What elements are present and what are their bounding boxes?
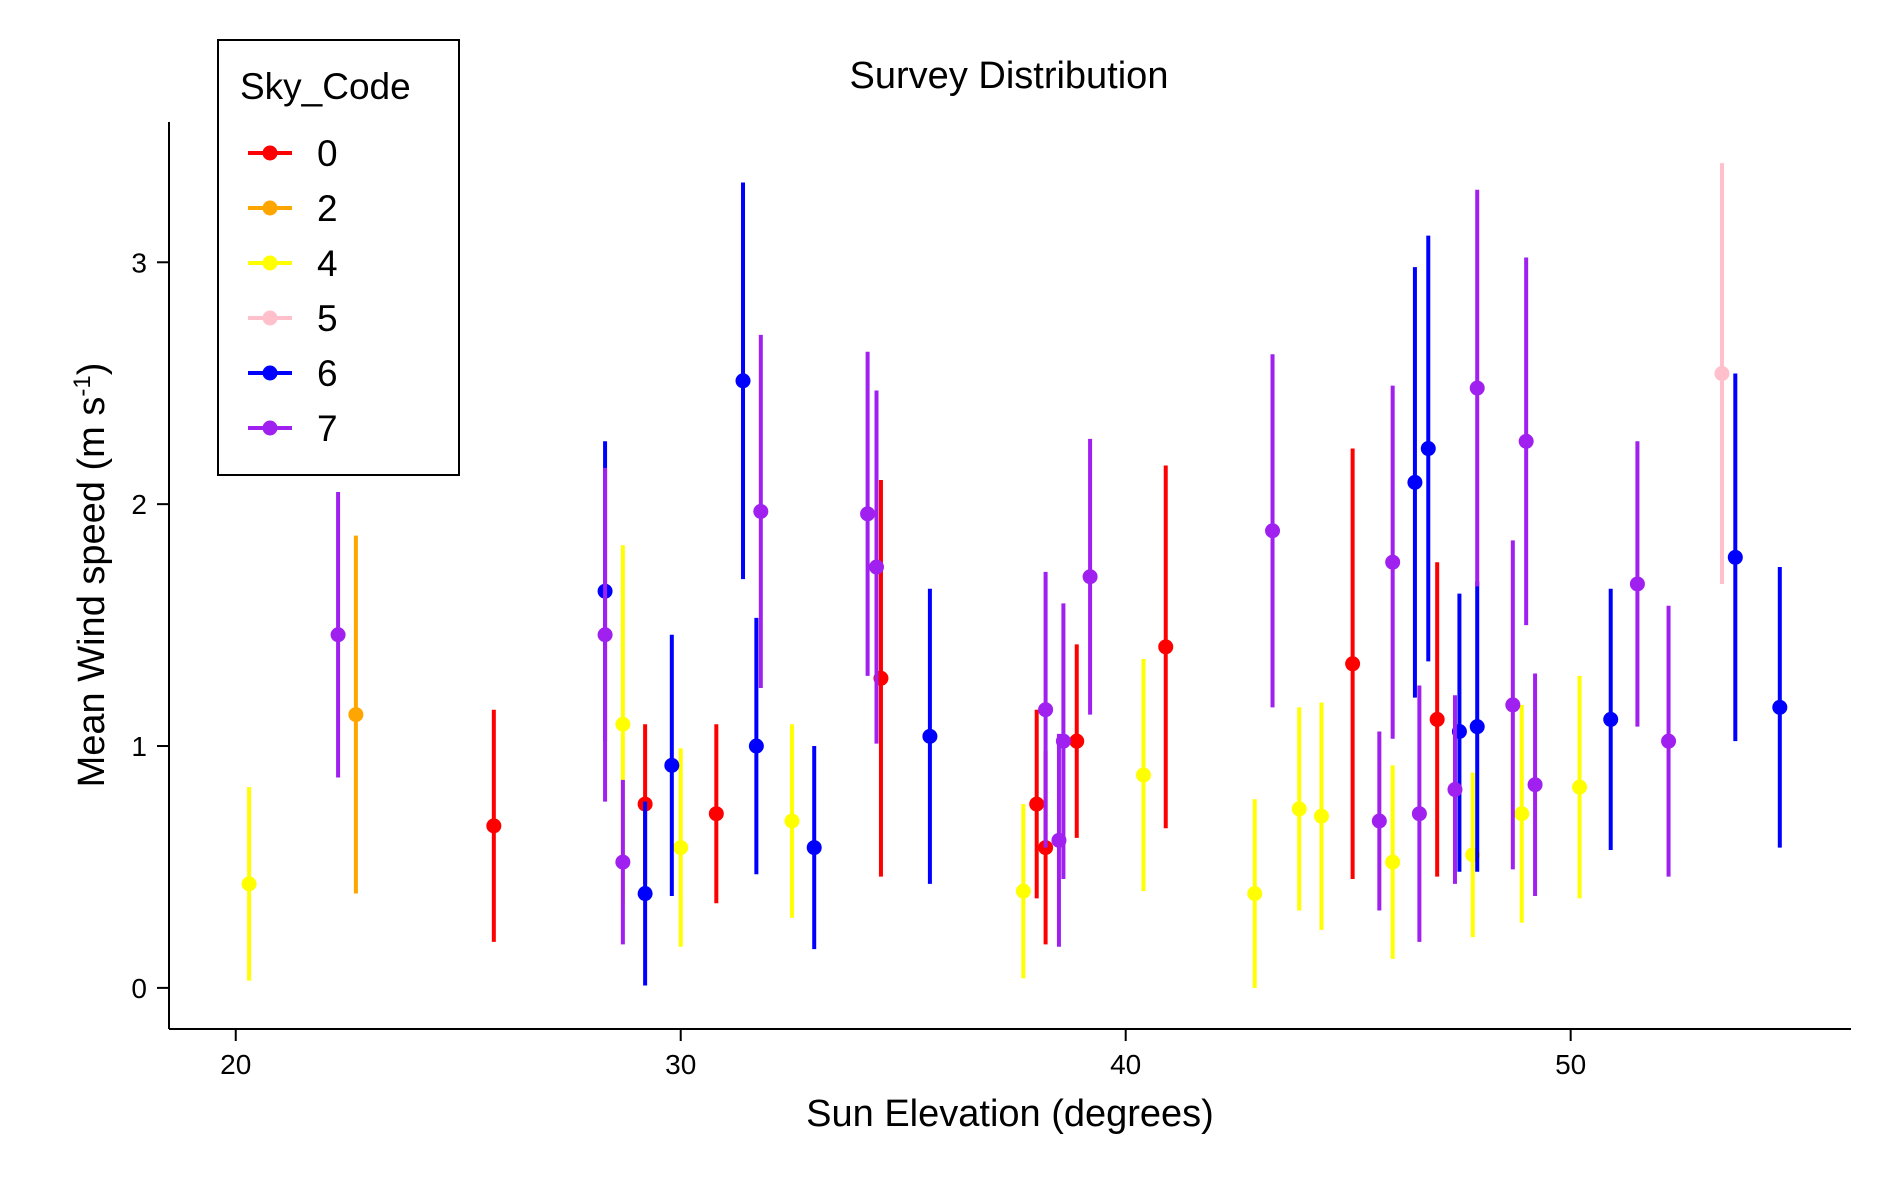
legend-item-6: 6 [248,353,338,394]
data-point [735,373,751,389]
y-axis-label-close: ) [71,363,113,376]
data-point [1345,656,1361,672]
data-point [1038,702,1054,718]
data-point [1385,554,1401,570]
legend-label: 5 [317,298,338,339]
data-point [1291,801,1307,817]
data-point [1135,767,1151,783]
data-point [922,728,938,744]
chart-title: Survey Distribution [850,55,1169,97]
data-point [1505,697,1521,713]
y-axis-label-main: Mean Wind speed (m s [71,397,113,788]
data-point [1469,719,1485,735]
y-axis-label: Mean Wind speed (m s-1) [69,363,113,788]
data-point [1015,883,1031,899]
data-point [241,876,257,892]
x-ticks: 20 30 40 50 [220,1029,1586,1080]
data-point [1411,806,1427,822]
data-point [1313,808,1329,824]
legend-title: Sky_Code [240,66,411,107]
data-point [1629,576,1645,592]
data-point [1772,699,1788,715]
data-point [1069,733,1085,749]
x-tick-label: 50 [1555,1049,1586,1080]
data-point [1247,886,1263,902]
data-point [1429,711,1445,727]
legend-key-point [262,420,278,436]
data-point [1082,569,1098,585]
data-point [1469,380,1485,396]
data-point [1661,733,1677,749]
data-point [1371,813,1387,829]
data-point [673,840,689,856]
series-6 [597,182,1788,986]
legend-key-point [262,255,278,271]
series-5 [1714,163,1730,584]
y-axis-label-superscript: -1 [69,375,96,396]
y-ticks: 0 1 2 3 [131,247,169,1004]
data-point [753,503,769,519]
data-point [1603,711,1619,727]
legend-label: 2 [317,188,338,229]
series-4 [241,545,1588,988]
data-point [1265,523,1281,539]
plot-area [241,163,1788,988]
data-point [1514,806,1530,822]
data-point [1714,366,1730,382]
legend-item-5: 5 [248,298,338,339]
legend-item-4: 4 [248,243,338,284]
data-point [615,854,631,870]
data-point [1447,782,1463,798]
x-axis-label: Sun Elevation (degrees) [806,1093,1214,1135]
legend-item-0: 0 [248,133,338,174]
y-tick-label: 0 [131,973,147,1004]
data-point [330,627,346,643]
data-point [1055,733,1071,749]
y-tick-label: 2 [131,489,147,520]
x-tick-label: 40 [1110,1049,1141,1080]
data-point [708,806,724,822]
data-point [1527,777,1543,793]
legend: Sky_Code 0 2 4 5 6 7 [217,39,460,476]
data-point [1407,474,1423,490]
data-point [486,818,502,834]
legend-label: 7 [317,408,338,449]
data-point [806,840,822,856]
y-tick-label: 1 [131,731,147,762]
data-point [597,627,613,643]
series-7 [330,189,1677,947]
data-point [1572,779,1588,795]
data-point [1518,433,1534,449]
data-point [348,707,364,723]
data-point [637,886,653,902]
data-point [860,506,876,522]
legend-key-point [262,200,278,216]
legend-key-point [262,145,278,161]
x-tick-label: 30 [665,1049,696,1080]
data-point [1029,796,1045,812]
data-point [664,757,680,773]
legend-key-point [262,310,278,326]
data-point [1727,549,1743,565]
x-tick-label: 20 [220,1049,251,1080]
data-point [1420,441,1436,457]
legend-items: 0 2 4 5 6 7 [248,133,338,449]
legend-label: 6 [317,353,338,394]
data-point [615,716,631,732]
legend-item-7: 7 [248,408,338,449]
series-2 [348,535,364,894]
data-point [1158,639,1174,655]
legend-label: 0 [317,133,338,174]
legend-label: 4 [317,243,338,284]
legend-key-point [262,365,278,381]
data-point [869,559,885,575]
data-point [1385,854,1401,870]
y-tick-label: 3 [131,247,147,278]
legend-item-2: 2 [248,188,338,229]
legend-box [217,39,460,476]
data-point [748,738,764,754]
data-point [784,813,800,829]
